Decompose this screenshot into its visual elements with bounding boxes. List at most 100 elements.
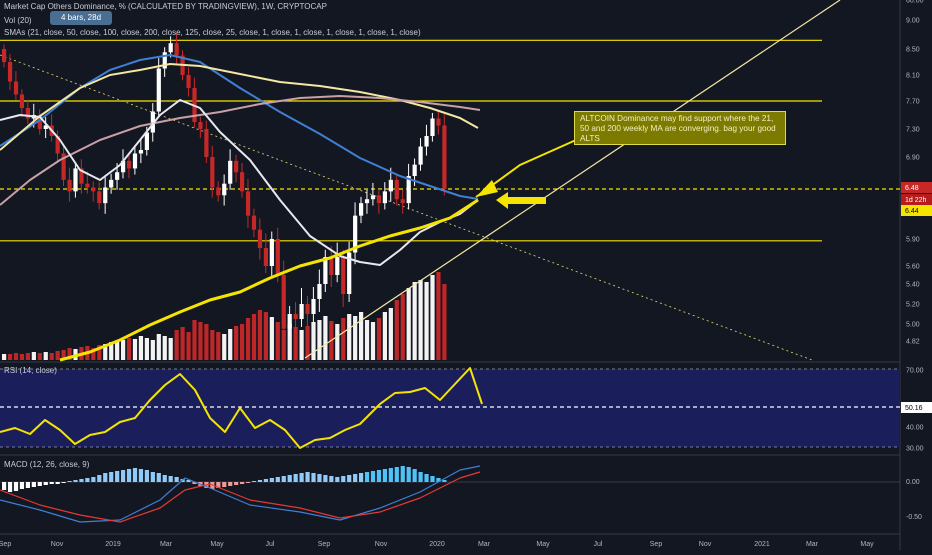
macd-histogram-bar xyxy=(31,482,36,487)
candle-body xyxy=(7,62,13,82)
price-candle xyxy=(13,71,19,100)
price-candle xyxy=(430,112,435,142)
volume-bar xyxy=(67,348,72,360)
macd-histogram-bar xyxy=(442,480,447,482)
rsi-label: RSI (14, close) xyxy=(4,366,57,375)
macd-histogram-bar xyxy=(388,468,393,482)
candle-body xyxy=(364,199,370,204)
price-tick-label: 9.00 xyxy=(906,18,920,25)
volume-bar xyxy=(263,312,268,360)
macd-histogram-bar xyxy=(370,471,376,482)
macd-histogram-bar xyxy=(263,479,268,482)
macd-histogram-bar xyxy=(418,472,423,482)
volume-bar xyxy=(91,348,96,360)
rsi-value-label: 50.16 xyxy=(905,405,923,412)
price-candle xyxy=(210,145,215,198)
rsi-tick-label: 30.00 xyxy=(906,446,924,453)
time-tick-label: May xyxy=(536,541,550,548)
volume-bar xyxy=(126,338,132,360)
price-candle xyxy=(132,145,138,175)
volume-bar xyxy=(311,322,316,360)
candle-body xyxy=(19,94,25,108)
price-candle xyxy=(382,182,387,210)
volume-bar xyxy=(103,344,108,360)
price-candle xyxy=(25,99,30,125)
candle-body xyxy=(156,68,161,112)
macd-histogram-bar xyxy=(43,482,48,485)
macd-histogram-bar xyxy=(335,477,340,482)
annotation-arrow-head xyxy=(476,180,498,197)
time-tick-label: Mar xyxy=(478,541,491,548)
macd-histogram-bar xyxy=(103,473,108,482)
macd-histogram-bar xyxy=(138,469,144,482)
price-label-text: 6.44 xyxy=(905,208,919,215)
candle-body xyxy=(222,183,227,196)
candle-body xyxy=(412,164,417,177)
volume-bar xyxy=(442,284,447,360)
candle-body xyxy=(275,239,280,275)
price-candle xyxy=(186,67,191,97)
rsi-tick-label: 60.00 xyxy=(906,0,924,5)
macd-histogram-bar xyxy=(424,474,429,482)
volume-bar xyxy=(19,354,25,360)
macd-histogram-bar xyxy=(251,481,257,482)
volume-bar xyxy=(216,332,221,360)
candle-body xyxy=(281,275,286,329)
price-candle xyxy=(323,249,328,292)
price-candle xyxy=(2,44,7,68)
macd-histogram-bar xyxy=(222,482,227,487)
macd-histogram-bar xyxy=(216,482,221,488)
macd-histogram-bar xyxy=(49,482,54,484)
candle-body xyxy=(299,304,304,319)
macd-histogram-bar xyxy=(61,482,66,483)
price-candle xyxy=(109,173,114,194)
price-candle xyxy=(299,288,304,327)
candle-body xyxy=(13,81,19,95)
price-candle xyxy=(168,36,173,58)
sma-cream-line xyxy=(0,63,479,151)
annotation-note[interactable]: ALTCOIN Dominance may find support where… xyxy=(574,111,786,145)
volume-bar xyxy=(430,275,435,360)
price-candle xyxy=(341,249,346,307)
candle-body xyxy=(376,195,382,204)
volume-bar xyxy=(132,339,138,360)
volume-bar xyxy=(204,324,209,360)
candle-body xyxy=(287,314,292,329)
macd-histogram-bar xyxy=(329,476,334,482)
price-candle xyxy=(418,138,423,171)
price-candle xyxy=(192,77,197,128)
ascending-trendline xyxy=(304,0,841,359)
volume-bar xyxy=(347,314,352,360)
price-candle xyxy=(388,167,393,202)
price-candle xyxy=(353,202,358,265)
macd-histogram-bar xyxy=(281,476,286,482)
macd-histogram-bar xyxy=(353,474,358,482)
price-candle xyxy=(138,138,144,164)
candle-body xyxy=(234,160,239,173)
macd-histogram-bar xyxy=(412,469,417,482)
macd-histogram-bar xyxy=(121,470,126,482)
price-candle xyxy=(424,124,429,156)
macd-histogram-bar xyxy=(406,467,411,482)
candle-body xyxy=(97,191,102,204)
price-tick-label: 7.70 xyxy=(906,99,920,106)
macd-histogram-bar xyxy=(323,475,328,482)
macd-signal-line xyxy=(0,471,481,523)
candle-body xyxy=(341,257,346,294)
time-tick-label: Nov xyxy=(51,541,64,548)
candle-body xyxy=(317,284,322,299)
price-tick-label: 8.50 xyxy=(906,47,920,54)
volume-bar xyxy=(144,338,149,360)
candle-body xyxy=(37,115,42,129)
macd-histogram-bar xyxy=(311,473,316,482)
volume-bar xyxy=(341,318,346,360)
candle-body xyxy=(424,136,429,147)
volume-bar xyxy=(269,317,274,360)
vol-legend: Vol (20) xyxy=(4,16,32,25)
price-candle xyxy=(234,154,239,183)
price-candle xyxy=(37,109,42,135)
macd-tick-label: 0.00 xyxy=(906,479,920,486)
volume-bar xyxy=(364,320,370,360)
